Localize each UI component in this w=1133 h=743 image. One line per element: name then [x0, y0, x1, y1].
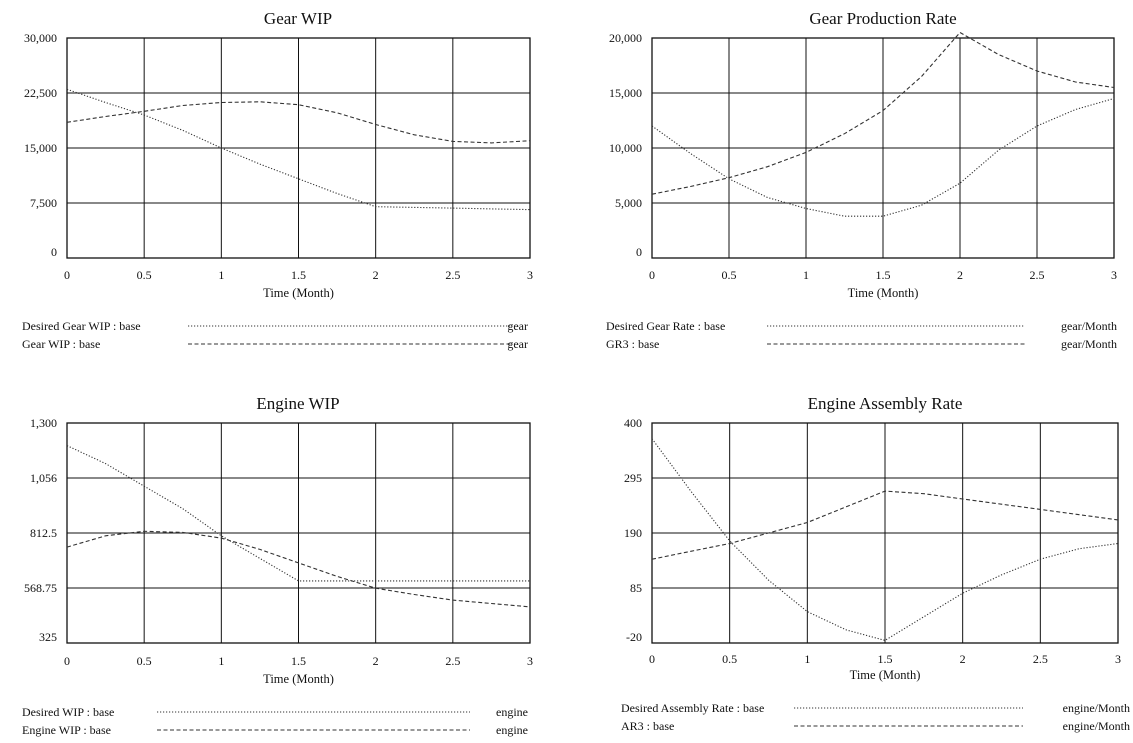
y-tick-label: 20,000 [609, 31, 642, 45]
x-tick-label: 0 [64, 654, 70, 668]
legend-entry-name: GR3 : base [606, 337, 659, 351]
chart-panel-4: Engine Assembly Rate 0 0.5 1 1.5 2 2.5 3 -20 85 19… [621, 394, 1130, 733]
legend-entry-unit: engine/Month [1063, 719, 1130, 733]
x-tick-label: 0 [64, 268, 70, 282]
series-line-2 [651, 490, 1119, 560]
y-tick-label: 295 [624, 471, 642, 485]
y-tick-label: 1,056 [30, 471, 57, 485]
y-tick-label: 22,500 [24, 86, 57, 100]
x-axis-label: Time (Month) [263, 286, 334, 300]
plot-frame [651, 37, 1115, 259]
series-line-2 [66, 101, 531, 144]
x-tick-label: 0 [649, 268, 655, 282]
legend-entry-unit: engine/Month [1063, 701, 1130, 715]
legend-entry-name: Desired WIP : base [22, 705, 114, 719]
chart-panel-1: Gear WIP 0 0.5 1 1.5 2 2.5 3 0 7,500 15,000 22,500 3… [22, 9, 533, 351]
x-axis-label: Time (Month) [263, 672, 334, 686]
y-tick-label: 568.75 [24, 581, 57, 595]
legend-entry-unit: gear/Month [1061, 337, 1117, 351]
x-tick-label: 2 [960, 652, 966, 666]
x-tick-label: 0.5 [722, 652, 737, 666]
y-tick-label: 812.5 [30, 526, 57, 540]
y-tick-label: -20 [626, 630, 642, 644]
y-tick-label: 10,000 [609, 141, 642, 155]
x-tick-label: 2 [957, 268, 963, 282]
plot-frame [66, 37, 531, 259]
chart-panel-2: Gear Production Rate 0 0.5 1 1.5 2 2.5 3 0 5,000 1… [606, 9, 1117, 351]
legend-entry-name: Desired Gear Rate : base [606, 319, 725, 333]
series-line-2 [651, 31, 1115, 195]
x-tick-label: 1 [218, 654, 224, 668]
x-tick-label: 3 [1115, 652, 1121, 666]
x-tick-label: 2 [373, 654, 379, 668]
x-tick-label: 2 [373, 268, 379, 282]
series-line-1 [651, 97, 1115, 217]
chart-title: Engine WIP [256, 394, 339, 413]
x-axis-label: Time (Month) [850, 668, 921, 682]
y-tick-label: 5,000 [615, 196, 642, 210]
chart-panel-3: Engine WIP 0 0.5 1 1.5 2 2.5 3 325 568.75 812.5 1,0… [22, 394, 533, 737]
x-tick-label: 3 [527, 654, 533, 668]
x-tick-label: 3 [1111, 268, 1117, 282]
legend-entry-name: Desired Assembly Rate : base [621, 701, 764, 715]
plot-frame [651, 422, 1119, 644]
legend-entry-name: Engine WIP : base [22, 723, 111, 737]
x-tick-label: 2.5 [445, 654, 460, 668]
y-tick-label: 0 [636, 245, 642, 259]
y-tick-label: 1,300 [30, 416, 57, 430]
chart-title: Engine Assembly Rate [808, 394, 963, 413]
x-tick-label: 0.5 [137, 654, 152, 668]
y-tick-label: 30,000 [24, 31, 57, 45]
x-tick-label: 1.5 [876, 268, 891, 282]
x-tick-label: 2.5 [1033, 652, 1048, 666]
legend-entry-name: Gear WIP : base [22, 337, 100, 351]
x-tick-label: 1 [218, 268, 224, 282]
x-tick-label: 1 [803, 268, 809, 282]
x-tick-label: 0 [649, 652, 655, 666]
chart-title: Gear WIP [264, 9, 332, 28]
x-tick-label: 0.5 [137, 268, 152, 282]
x-tick-label: 1.5 [291, 654, 306, 668]
y-tick-label: 7,500 [30, 196, 57, 210]
legend-entry-unit: engine [496, 723, 528, 737]
series-line-2 [66, 530, 531, 608]
y-tick-label: 400 [624, 416, 642, 430]
x-tick-label: 2.5 [445, 268, 460, 282]
x-axis-label: Time (Month) [848, 286, 919, 300]
y-tick-label: 325 [39, 630, 57, 644]
y-tick-label: 190 [624, 526, 642, 540]
chart-title: Gear Production Rate [809, 9, 956, 28]
y-tick-label: 0 [51, 245, 57, 259]
legend-entry-unit: gear [507, 319, 528, 333]
x-tick-label: 1 [804, 652, 810, 666]
x-tick-label: 2.5 [1030, 268, 1045, 282]
x-tick-label: 1.5 [878, 652, 893, 666]
plot-frame [66, 422, 531, 644]
x-tick-label: 3 [527, 268, 533, 282]
legend-entry-unit: gear [507, 337, 528, 351]
legend-entry-name: AR3 : base [621, 719, 674, 733]
legend-entry-unit: engine [496, 705, 528, 719]
legend-entry-unit: gear/Month [1061, 319, 1117, 333]
legend-entry-name: Desired Gear WIP : base [22, 319, 141, 333]
series-line-1 [66, 445, 530, 582]
y-tick-label: 85 [630, 581, 642, 595]
series-line-1 [651, 438, 1119, 641]
series-line-1 [66, 88, 531, 211]
x-tick-label: 1.5 [291, 268, 306, 282]
x-tick-label: 0.5 [722, 268, 737, 282]
y-tick-label: 15,000 [609, 86, 642, 100]
y-tick-label: 15,000 [24, 141, 57, 155]
